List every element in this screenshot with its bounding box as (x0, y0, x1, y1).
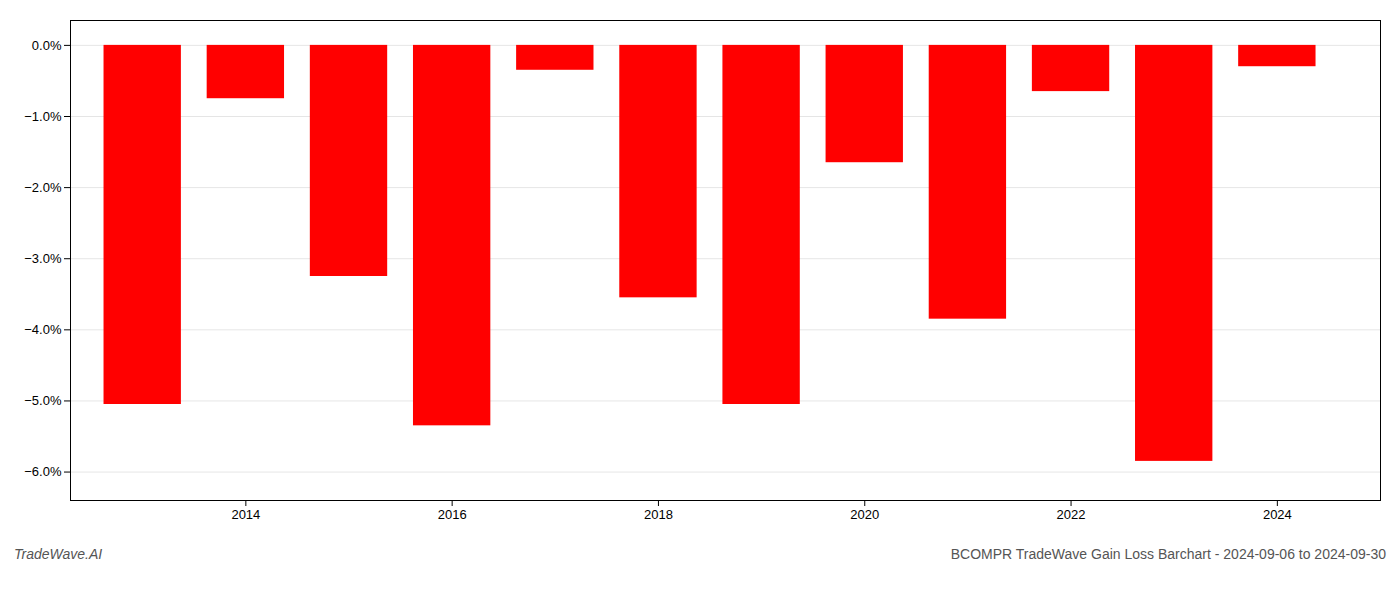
svg-text:2014: 2014 (231, 507, 260, 522)
svg-text:2024: 2024 (1263, 507, 1292, 522)
svg-text:2022: 2022 (1057, 507, 1086, 522)
html-text:TradeWave.AI: TradeWave.AI (14, 546, 103, 562)
svg-text:−3.0%: −3.0% (24, 251, 62, 266)
svg-text:2018: 2018 (644, 507, 673, 522)
svg-text:2016: 2016 (438, 507, 467, 522)
svg-text:2020: 2020 (850, 507, 879, 522)
svg-text:−2.0%: −2.0% (24, 180, 62, 195)
svg-text:0.0%: 0.0% (32, 38, 62, 53)
svg-text:−6.0%: −6.0% (24, 464, 62, 479)
svg-text:−4.0%: −4.0% (24, 322, 62, 337)
svg-text:−5.0%: −5.0% (24, 393, 62, 408)
svg-text:−1.0%: −1.0% (24, 109, 62, 124)
html-text:BCOMPR TradeWave Gain Loss Bar: BCOMPR TradeWave Gain Loss Barchart - 20… (950, 546, 1386, 562)
